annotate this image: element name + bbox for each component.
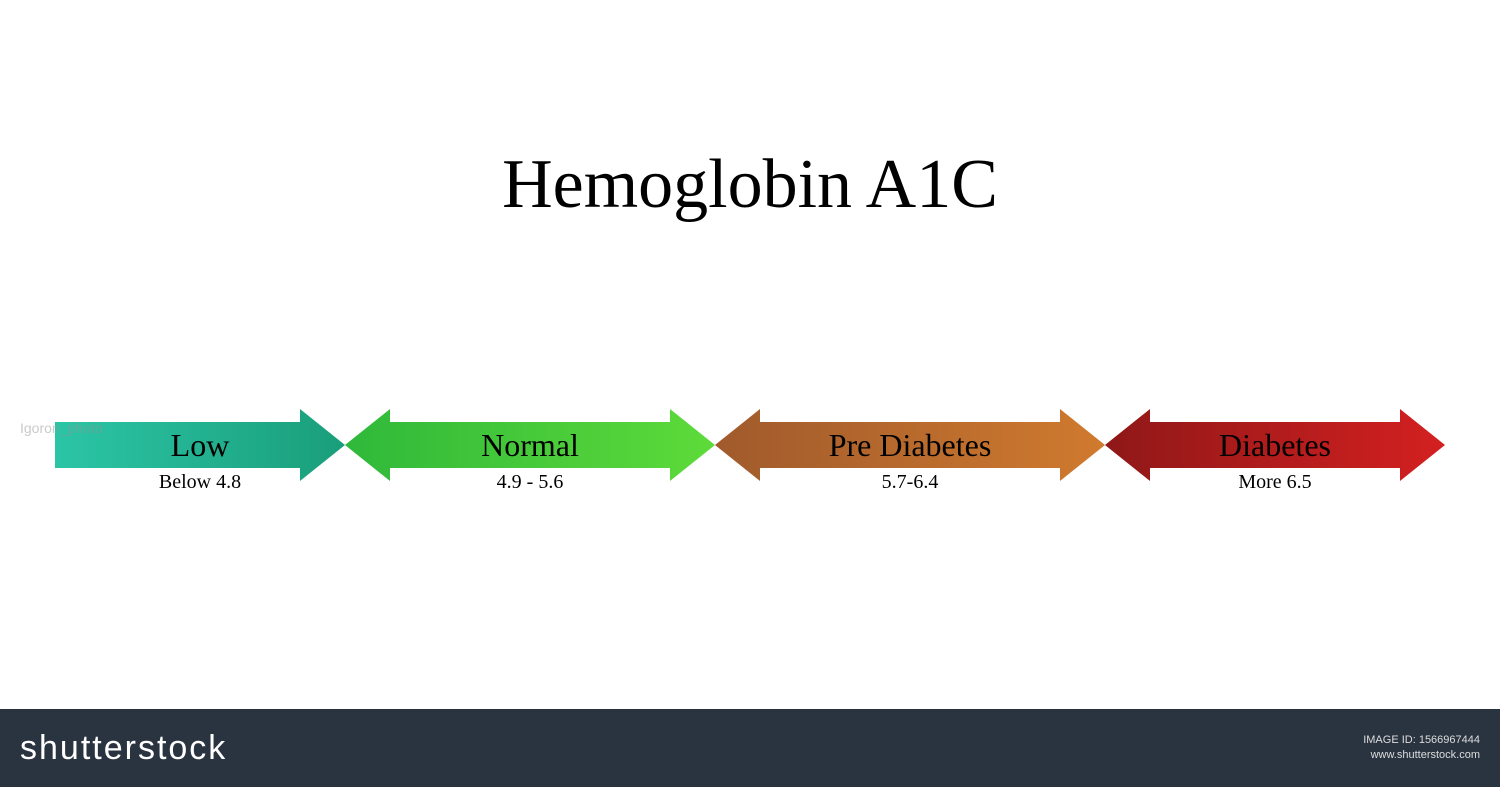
arrow-sublabel: Below 4.8 [159, 471, 241, 494]
arrow-diabetes: DiabetesMore 6.5 [1105, 409, 1445, 481]
arrow-pre-diabetes: Pre Diabetes5.7-6.4 [715, 409, 1105, 481]
footer-image-id: IMAGE ID: 1566967444 [1363, 733, 1480, 748]
footer-meta: IMAGE ID: 1566967444 www.shutterstock.co… [1363, 733, 1480, 764]
arrow-sublabel: 4.9 - 5.6 [497, 471, 564, 494]
footer-url: www.shutterstock.com [1363, 748, 1480, 763]
arrow-sublabel: 5.7-6.4 [882, 471, 939, 494]
arrow-label: Low [171, 427, 230, 464]
footer-bar: shutterstock IMAGE ID: 1566967444 www.sh… [0, 709, 1500, 787]
arrows-row: LowBelow 4.8Normal4.9 - 5.6Pre Diabetes5… [55, 390, 1445, 500]
arrow-label: Pre Diabetes [829, 427, 992, 464]
footer-brand: shutterstock [20, 729, 227, 768]
arrow-label: Normal [481, 427, 579, 464]
arrow-normal: Normal4.9 - 5.6 [345, 409, 715, 481]
arrow-sublabel: More 6.5 [1238, 471, 1311, 494]
infographic-title: Hemoglobin A1C [502, 145, 998, 225]
watermark-author: Igoron_photo [20, 420, 103, 436]
arrow-label: Diabetes [1219, 427, 1331, 464]
